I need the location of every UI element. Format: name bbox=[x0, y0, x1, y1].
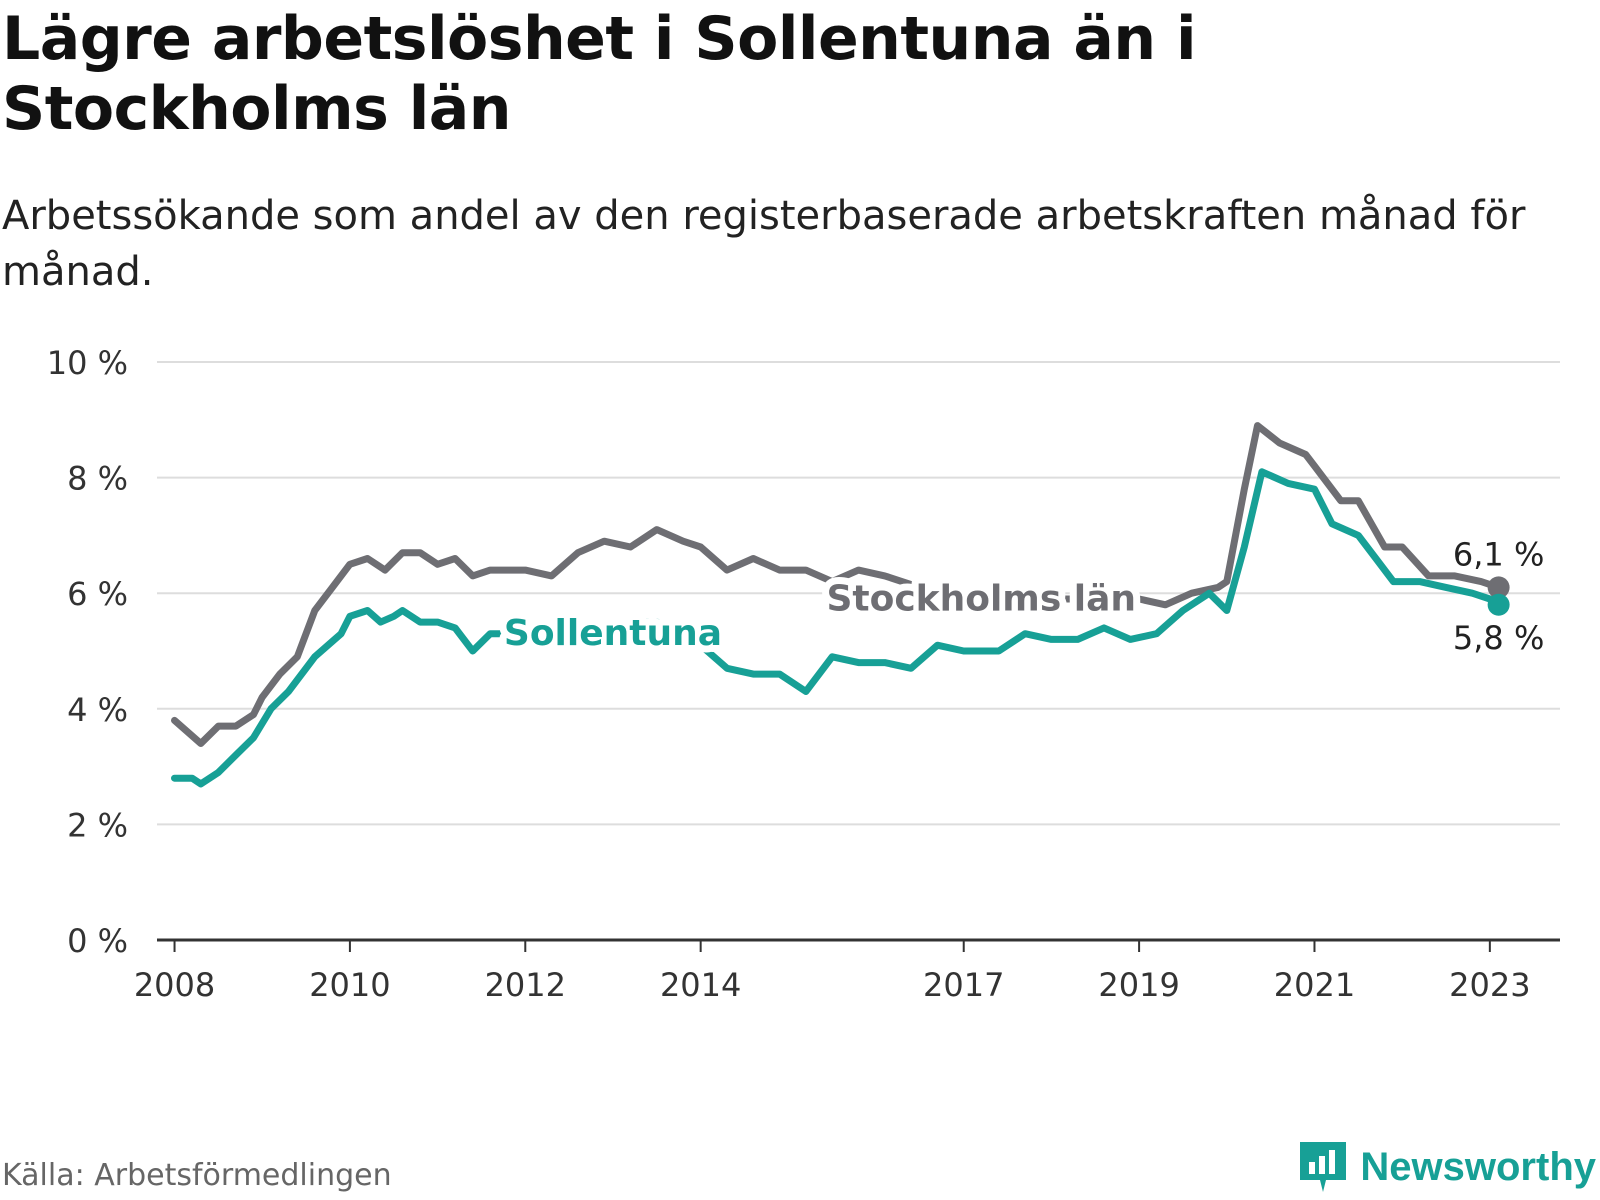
series-line-sollentuna bbox=[171, 468, 1503, 788]
x-tick-label: 2012 bbox=[485, 966, 566, 1004]
y-tick-label: 8 % bbox=[67, 460, 128, 498]
source-note: Källa: Arbetsförmedlingen bbox=[2, 1158, 392, 1193]
chart-subtitle: Arbetssökande som andel av den registerb… bbox=[2, 193, 1526, 295]
x-tick-label: 2008 bbox=[134, 966, 215, 1004]
brand-logo: Newsworthy bbox=[1296, 1140, 1596, 1194]
y-tick-label: 10 % bbox=[47, 344, 128, 382]
line-chart: 0 % 2 % 4 % 6 % 8 % 10 % 2008 2010 2012 2014 2017 2… bbox=[47, 344, 1560, 1004]
brand-name: Newsworthy bbox=[1360, 1144, 1596, 1189]
x-tick-label: 2023 bbox=[1449, 966, 1530, 1004]
end-value-label-sollentuna: 5,8 % bbox=[1453, 619, 1544, 657]
x-tick-label: 2019 bbox=[1098, 966, 1179, 1004]
x-tick-label: 2017 bbox=[923, 966, 1004, 1004]
series-line-stockholms-l-n bbox=[171, 422, 1503, 747]
y-tick-label: 2 % bbox=[67, 806, 128, 844]
y-tick-label: 0 % bbox=[67, 922, 128, 960]
series-label-stockholms-l-n: Stockholms län bbox=[826, 579, 1136, 620]
x-tick-label: 2014 bbox=[660, 966, 741, 1004]
x-tick-label: 2010 bbox=[309, 966, 390, 1004]
y-tick-label: 6 % bbox=[67, 575, 128, 613]
end-value-label-stockholms-l-n: 6,1 % bbox=[1453, 535, 1544, 573]
x-tick-label: 2021 bbox=[1274, 966, 1355, 1004]
end-point-stockholms-l-n bbox=[1487, 576, 1510, 599]
end-point-sollentuna bbox=[1487, 593, 1510, 616]
bar-chart-icon bbox=[1300, 1142, 1347, 1192]
y-tick-label: 4 % bbox=[67, 691, 128, 729]
series-label-sollentuna: Sollentuna bbox=[504, 613, 722, 654]
chart-title: Lägre arbetslöshet i Sollentuna än i Sto… bbox=[2, 4, 1197, 144]
